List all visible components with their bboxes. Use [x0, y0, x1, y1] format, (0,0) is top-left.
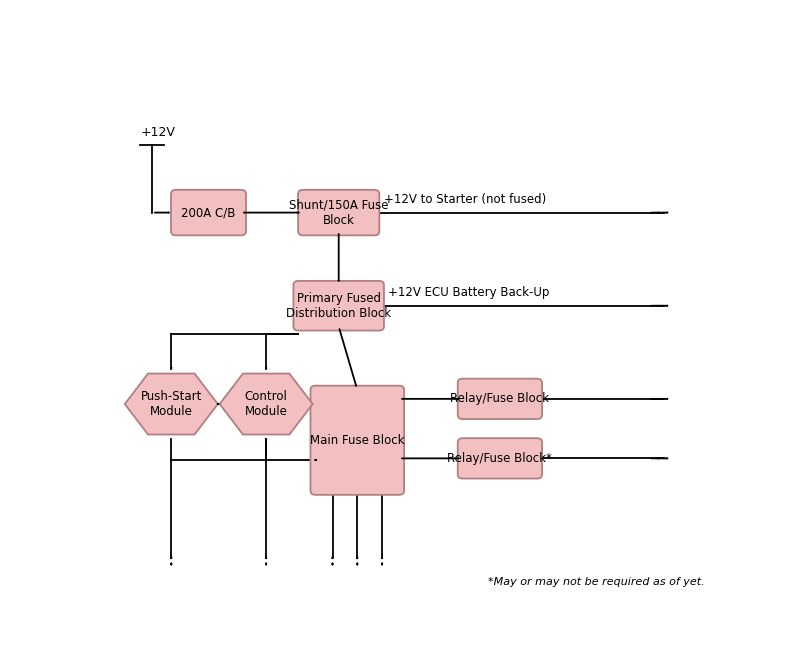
FancyBboxPatch shape [310, 386, 404, 495]
Text: Control
Module: Control Module [245, 390, 287, 418]
Text: Primary Fused
Distribution Block: Primary Fused Distribution Block [286, 292, 391, 320]
Text: Shunt/150A Fuse
Block: Shunt/150A Fuse Block [289, 199, 389, 226]
FancyBboxPatch shape [294, 281, 384, 331]
Text: 200A C/B: 200A C/B [182, 206, 236, 219]
Text: +12V ECU Battery Back-Up: +12V ECU Battery Back-Up [388, 286, 550, 299]
FancyBboxPatch shape [458, 379, 542, 419]
Text: Relay/Fuse Block: Relay/Fuse Block [450, 392, 550, 405]
Polygon shape [125, 374, 218, 435]
Text: +12V to Starter (not fused): +12V to Starter (not fused) [384, 193, 546, 206]
Text: *May or may not be required as of yet.: *May or may not be required as of yet. [488, 577, 705, 587]
FancyBboxPatch shape [458, 438, 542, 478]
Text: Push-Start
Module: Push-Start Module [141, 390, 202, 418]
FancyBboxPatch shape [171, 190, 246, 235]
Polygon shape [220, 374, 313, 435]
FancyBboxPatch shape [298, 190, 379, 235]
Text: Main Fuse Block: Main Fuse Block [310, 433, 405, 447]
Text: +12V: +12V [140, 126, 175, 139]
Text: Relay/Fuse Block*: Relay/Fuse Block* [447, 452, 552, 465]
